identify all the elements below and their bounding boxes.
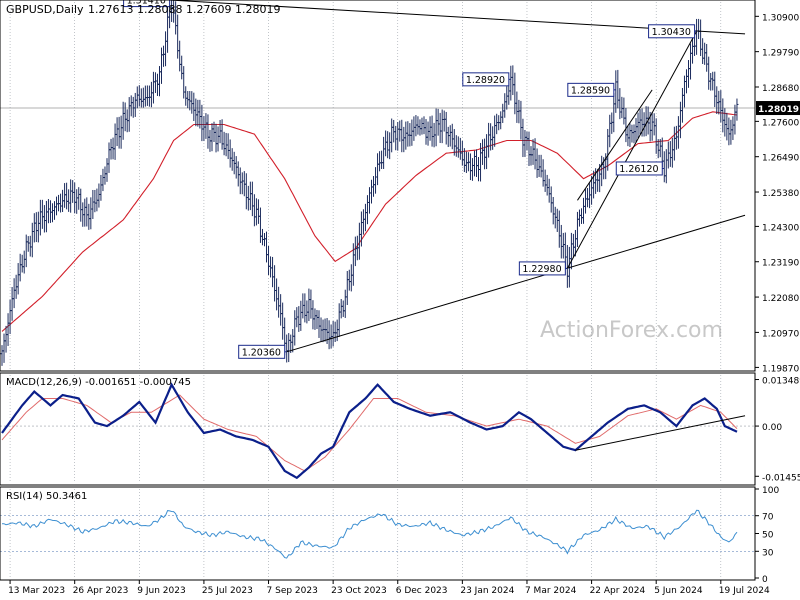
time-tick-label: 22 Apr 2024 [590,586,646,596]
macd-grid [0,375,755,483]
rsi-tick-label: 0 [762,575,768,585]
macd-tick-label: -0.014554 [762,473,800,483]
macd-axis: 0.013489 0.00 -0.014554 [755,377,800,483]
macd-tick-label: 0.013489 [762,377,800,387]
trendline [577,89,653,201]
price-annotation: 1.20360 [238,344,287,359]
time-tick-label: 19 Jul 2024 [719,586,770,596]
rsi-layer [1,509,738,559]
price-tick-label: 1.19870 [762,364,799,374]
time-tick-label: 23 Jan 2024 [460,586,514,596]
trendline [286,214,746,353]
ohlc-values: 1.27613 1.28088 1.27609 1.28019 [88,3,280,16]
price-tick-label: 1.22080 [762,294,799,304]
rsi-tick-label: 70 [762,513,774,523]
macd-title: MACD(12,26,9) -0.001651 -0.000745 [6,377,191,388]
macd-line [1,382,738,480]
price-annotation: 1.30430 [648,24,697,39]
rsi-tick-label: 30 [762,548,774,558]
time-tick-label: 26 Apr 2023 [73,586,129,596]
time-tick-label: 6 Dec 2023 [396,586,448,596]
price-panel-border [0,0,756,372]
moving-average-layer [1,111,738,332]
annotation-label: 1.30430 [652,27,691,38]
trendline [566,31,698,269]
time-tick-label: 9 Jun 2023 [137,586,185,596]
price-axis: 1.30900 1.29790 1.28680 1.27600 1.26490 1.253… [755,13,800,374]
time-tick-label: 13 Mar 2023 [8,586,65,596]
rsi-line [1,509,738,559]
macd-panel: 0.013489 0.00 -0.014554 MACD(12,26,9) -0.0… [0,372,800,486]
price-bar [735,98,739,121]
rsi-title: RSI(14) 50.3461 [6,491,87,502]
price-annotation: 1.28920 [462,72,511,87]
rsi-tick-label: 50 [762,531,774,541]
price-tick-label: 1.26490 [762,154,799,164]
macd-tick-label: 0.00 [762,423,782,433]
price-tick-label: 1.29790 [762,49,799,59]
time-tick-label: 25 Jul 2023 [202,586,253,596]
price-annotation: 1.26120 [615,161,665,176]
price-panel: 1.31410 1.20360 1.28920 1.22980 1.28590 1.261… [0,0,800,374]
annotation-label: 1.26120 [619,164,658,175]
price-title: GBPUSD,Daily [6,3,84,16]
price-tick-label: 1.27600 [762,118,799,128]
time-tick-label: 7 Sep 2023 [267,586,318,596]
macd-layer [1,382,746,480]
price-tick-label: 1.28680 [762,84,799,94]
rsi-tick-label: 100 [762,486,779,496]
annotation-label: 1.28590 [571,85,610,96]
price-tick-label: 1.30900 [762,13,799,23]
time-tick-label: 7 Mar 2024 [525,586,577,596]
macd-trendline [575,415,746,451]
rsi-axis: 100 70 50 30 0 [755,486,779,585]
time-tick-label: 5 Jun 2024 [654,586,703,596]
price-tick-label: 1.23190 [762,259,799,269]
time-tick-label: 23 Oct 2023 [331,586,387,596]
annotation-label: 1.20360 [242,347,281,358]
watermark: ActionForex.com [540,318,723,343]
price-bars-layer [0,0,739,366]
annotation-label: 1.31410 [127,0,166,7]
current-price-box [756,101,800,116]
rsi-panel: 100 70 50 30 0 RSI(14) 50.3461 [0,486,779,585]
annotation-label: 1.28920 [466,75,505,86]
current-price-label: 1.28019 [758,105,799,115]
price-annotation: 1.28590 [567,82,616,97]
annotation-label: 1.22980 [522,264,561,275]
price-tick-label: 1.20970 [762,329,799,339]
time-axis: 13 Mar 2023 26 Apr 2023 9 Jun 2023 25 Jul 2… [8,580,770,596]
price-tick-label: 1.24300 [762,223,799,233]
price-annotation: 1.22980 [518,261,568,276]
rsi-grid [0,489,755,578]
macd-panel-border [0,372,756,486]
price-tick-label: 1.25380 [762,189,799,199]
moving-average-line [1,111,738,332]
